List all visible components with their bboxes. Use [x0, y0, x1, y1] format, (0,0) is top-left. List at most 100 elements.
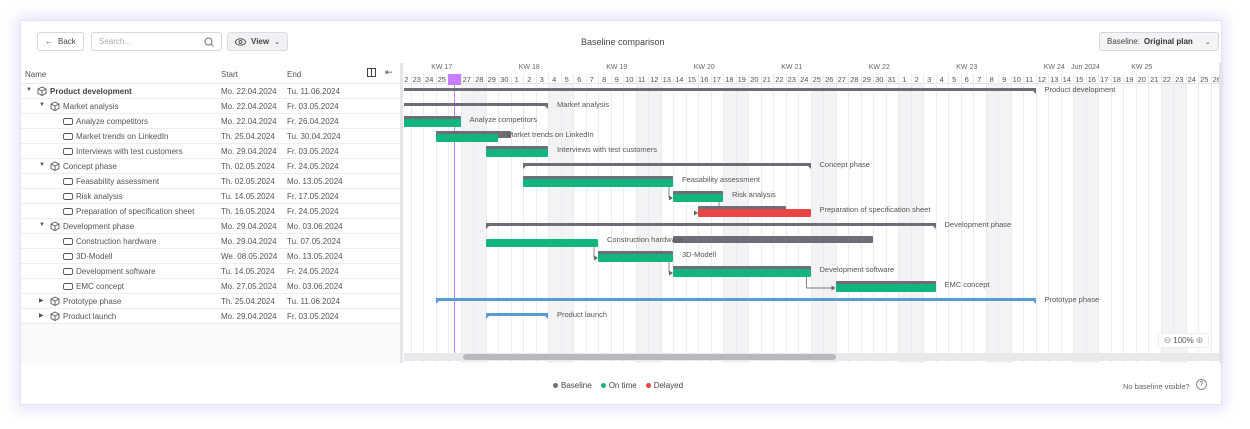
actual-bar[interactable] [698, 209, 811, 217]
day-gridline [823, 74, 824, 363]
task-start: Mo. 22.04.2024 [221, 102, 277, 111]
zoom-in-icon[interactable]: ⊕ [1195, 335, 1204, 345]
day-gridline [1048, 74, 1049, 363]
task-end: Mo. 03.06.2024 [287, 282, 343, 291]
actual-bar[interactable] [404, 119, 461, 127]
summary-bar[interactable] [404, 103, 548, 106]
day-gridline [910, 74, 912, 363]
header-end[interactable]: End [287, 70, 302, 79]
bar-label: Construction hardware [607, 235, 683, 244]
table-row[interactable]: Development software Tu. 14.05.2024 Fr. 24… [21, 264, 400, 279]
back-button[interactable]: ← Back [37, 32, 84, 51]
actual-bar[interactable] [435, 134, 498, 142]
zoom-out-icon[interactable]: ⊖ [1163, 335, 1172, 345]
view-dropdown[interactable]: View ⌄ [227, 32, 288, 51]
summary-bracket-end [931, 225, 936, 229]
caret-down-icon[interactable]: ▼ [26, 87, 32, 93]
summary-bar[interactable] [404, 88, 1036, 91]
day-gridline [935, 74, 937, 363]
scrollbar-thumb[interactable] [463, 354, 836, 360]
table-row[interactable]: Interviews with test customers Mo. 29.04.… [21, 144, 400, 159]
header-start[interactable]: Start [221, 70, 238, 79]
summary-bar[interactable] [523, 163, 811, 166]
caret-down-icon[interactable]: ▼ [39, 222, 45, 228]
caret-down-icon[interactable]: ▼ [39, 162, 45, 168]
day-gridline [410, 74, 412, 363]
bar-label: Risk analysis [732, 190, 776, 199]
table-row[interactable]: ▶ Product launch Mo. 29.04.2024 Fr. 03.05.2… [21, 309, 400, 324]
day-gridline [610, 74, 612, 363]
summary-bar[interactable] [485, 223, 936, 226]
horizontal-scrollbar[interactable] [404, 353, 1219, 361]
caret-right-icon[interactable]: ▶ [39, 298, 44, 304]
day-gridline [948, 74, 949, 363]
weekend-column [1085, 84, 1098, 363]
actual-bar[interactable] [523, 179, 673, 187]
timeline-header [404, 63, 1219, 84]
table-row[interactable]: Analyze competitors Mo. 22.04.2024 Fr. 26.… [21, 114, 400, 129]
cube-icon [50, 311, 60, 323]
summary-bar[interactable] [435, 298, 1036, 301]
task-icon [63, 253, 73, 262]
day-gridline [960, 74, 962, 363]
actual-bar[interactable] [598, 254, 673, 262]
task-start: We. 08.05.2024 [221, 252, 278, 261]
help-icon[interactable]: ? [1196, 379, 1207, 390]
header-name[interactable]: Name [25, 70, 47, 79]
day-gridline [923, 74, 924, 363]
week-label: KW 21 [781, 64, 803, 71]
bar-label: Development software [819, 265, 895, 274]
caret-down-icon[interactable]: ▼ [39, 102, 45, 108]
summary-bracket-end [1031, 90, 1036, 94]
table-row[interactable]: ▼ Concept phase Th. 02.05.2024 Fr. 24.05.20… [21, 159, 400, 174]
task-icon [63, 283, 73, 292]
help-text[interactable]: No baseline visible? [1123, 382, 1190, 391]
day-gridline [1085, 74, 1087, 363]
cube-icon [50, 161, 60, 173]
baseline-select[interactable]: Baseline: Original plan ⌄ [1099, 32, 1219, 51]
collapse-panel-icon[interactable]: ⇤ [385, 67, 393, 77]
day-gridline [523, 74, 524, 363]
caret-right-icon[interactable]: ▶ [39, 313, 44, 319]
baseline-bar[interactable] [673, 236, 873, 243]
day-label: 22 [404, 75, 409, 84]
table-row[interactable]: 3D-Modell We. 08.05.2024 Mo. 13.05.2024 [21, 249, 400, 264]
week-label: KW 25 [1131, 64, 1153, 71]
summary-bar[interactable] [485, 313, 548, 316]
task-name: 3D-Modell [76, 252, 113, 261]
vertical-scrollbar[interactable] [1219, 63, 1223, 363]
day-label: 16 [700, 75, 709, 84]
arrowhead-icon [831, 285, 836, 291]
actual-bar[interactable] [485, 239, 598, 247]
day-gridline [598, 74, 599, 363]
day-gridline [698, 74, 699, 363]
actual-bar[interactable] [673, 194, 723, 202]
table-row[interactable]: ▼ Product development Mo. 22.04.2024 Tu. 11… [21, 84, 400, 99]
day-label: 30 [875, 75, 884, 84]
actual-bar[interactable] [485, 149, 548, 157]
today-marker: · [448, 74, 461, 85]
table-row[interactable]: Preparation of specification sheet Th. 16… [21, 204, 400, 219]
columns-icon[interactable] [367, 68, 376, 79]
week-label: KW 20 [693, 64, 715, 71]
day-gridline [998, 74, 999, 363]
day-label: 5 [564, 75, 569, 84]
gantt-chart: 22232425·2728293012345678910111213141516… [404, 63, 1219, 363]
day-gridline [485, 74, 487, 363]
table-row[interactable]: Construction hardware Mo. 29.04.2024 Tu. 0… [21, 234, 400, 249]
day-gridline [1023, 74, 1024, 363]
table-row[interactable]: Risk analysis Tu. 14.05.2024 Fr. 17.05.202… [21, 189, 400, 204]
day-label: 9 [614, 75, 619, 84]
task-name: Concept phase [63, 162, 117, 171]
table-row[interactable]: EMC concept Mo. 27.05.2024 Mo. 03.06.2024 [21, 279, 400, 294]
day-gridline [860, 74, 862, 363]
summary-bracket-start [435, 300, 440, 304]
table-row[interactable]: ▶ Prototype phase Th. 25.04.2024 Tu. 11.06.… [21, 294, 400, 309]
search-input[interactable]: Search... [91, 32, 222, 51]
actual-bar[interactable] [673, 269, 811, 277]
actual-bar[interactable] [835, 284, 936, 292]
table-row[interactable]: Feasability assessment Th. 02.05.2024 Mo. … [21, 174, 400, 189]
table-row[interactable]: ▼ Development phase Mo. 29.04.2024 Mo. 03.0… [21, 219, 400, 234]
table-row[interactable]: Market trends on LinkedIn Th. 25.04.2024 T… [21, 129, 400, 144]
table-row[interactable]: ▼ Market analysis Mo. 22.04.2024 Fr. 03.05.… [21, 99, 400, 114]
